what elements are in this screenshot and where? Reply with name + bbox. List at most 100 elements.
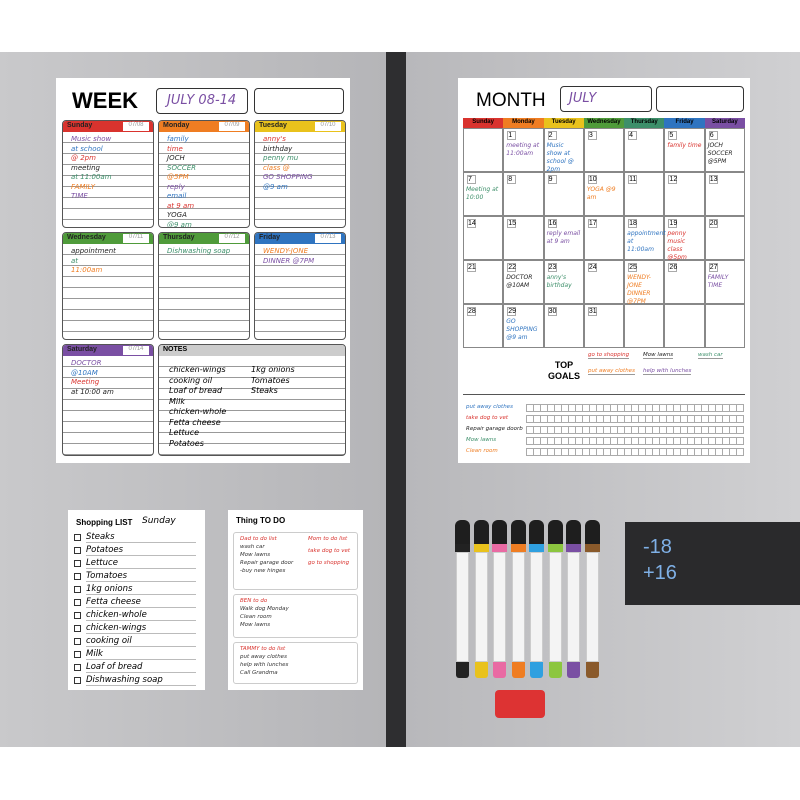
weekday-name: Friday (675, 119, 694, 125)
day-name: Thursday (163, 234, 195, 241)
number-magnet: -18 +16 (625, 522, 800, 605)
todo-item: Mom to do list (308, 536, 348, 542)
marker-barrel (585, 552, 599, 662)
marker-band (455, 544, 470, 552)
todo-item: TAMMY to do list (240, 646, 286, 652)
day-note: email (167, 192, 187, 200)
calendar-cell: 21 (463, 260, 504, 304)
day-box: Saturday 07/14 DOCTOR @10AM Meeting at 10:00 … (62, 344, 154, 456)
marker-set (455, 518, 610, 723)
day-header: Sunday 07/08 (63, 121, 153, 132)
day-note: DINNER @7PM (263, 256, 315, 265)
todo-item: put away clothes (240, 654, 287, 660)
marker-barrel (548, 552, 562, 662)
checkbox (74, 651, 81, 658)
habit-track (526, 448, 744, 456)
day-note: time (167, 144, 183, 153)
magnet-line: -18 (643, 536, 672, 558)
day-date: 07/14 (123, 346, 149, 355)
calendar-event: DOCTOR @10AM (506, 274, 533, 289)
checkbox (74, 664, 81, 671)
todo-item: Clean room (240, 614, 272, 620)
marker-end (530, 662, 543, 678)
magnet-line: +16 (643, 562, 677, 584)
day-date: 07/11 (123, 234, 149, 243)
goals-title: TOP GOALS (547, 360, 580, 381)
note-item: 1kg onions (251, 365, 295, 374)
note-item: Potatoes (169, 438, 204, 448)
note-item: chicken-wings (169, 365, 226, 374)
marker-barrel (530, 552, 543, 662)
shopping-item: Fetta cheese (86, 597, 196, 608)
calendar-cell: 14 (463, 216, 504, 260)
todo-item: Mow lawns (240, 622, 271, 628)
calendar-cell: 11 (624, 172, 665, 216)
day-note: JOCH (167, 154, 185, 162)
day-header: Saturday 07/14 (63, 345, 153, 356)
day-note: at 9 am (167, 201, 195, 210)
day-name: Wednesday (67, 234, 106, 241)
weekday-header: Thursday (624, 118, 665, 128)
day-note: @5PM (167, 173, 189, 181)
marker-cap (566, 520, 581, 546)
month-name: JULY (560, 86, 652, 112)
marker-cap (547, 520, 563, 546)
marker-band (566, 544, 581, 552)
date-number: 11 (628, 175, 638, 184)
month-planner: MONTH JULY Sunday Monday Tuesday Wednesday T… (458, 78, 750, 463)
todo-item: -buy new hinges (240, 568, 286, 574)
shopping-item: Loaf of bread (86, 662, 196, 673)
date-number: 21 (467, 263, 476, 272)
door-gap (386, 52, 406, 747)
calendar-cell: 29 (503, 304, 544, 348)
calendar-cell: 26 (664, 260, 705, 304)
day-note: @10AM (71, 368, 98, 377)
marker-cap (510, 520, 526, 546)
shopping-title: Shopping LIST (76, 518, 133, 527)
date-number: 14 (467, 219, 476, 228)
day-note: Music show (71, 135, 112, 143)
calendar-cell (664, 304, 705, 348)
todo-item: take dog to vet (308, 548, 351, 554)
weekday-name: Thursday (630, 119, 658, 125)
day-name: Sunday (67, 122, 93, 129)
calendar-event: FAMILY TIME (707, 274, 729, 289)
date-number: 29 (507, 307, 517, 316)
day-date: 07/13 (315, 234, 341, 243)
habit-name: Repair garage doorb (466, 426, 523, 432)
day-note: at school (71, 144, 103, 153)
weekday-header: Wednesday (583, 118, 625, 128)
day-note: TIME (71, 192, 88, 200)
calendar-cell: 30 (543, 304, 584, 348)
todo-item: BEN to do (240, 598, 268, 604)
day-name: Friday (259, 234, 281, 241)
day-note: Meeting (71, 378, 100, 386)
calendar-event: meeting at 11:00am (506, 142, 540, 157)
todo-item: help with lunches (240, 662, 289, 668)
goal-item: put away clothes (588, 368, 635, 375)
todo-item: Repair garage door (240, 560, 294, 566)
marker-end (474, 662, 488, 678)
calendar-cell: 3 (583, 128, 625, 172)
date-number: 24 (587, 263, 597, 272)
todo-section: Dad to do list wash car Mow lawns Repair ga… (233, 532, 358, 590)
note-item: cooking oil (169, 375, 213, 385)
date-number: 3 (587, 131, 597, 140)
habit-name: take dog to vet (466, 415, 509, 421)
marker-barrel (567, 552, 580, 662)
date-number: 26 (668, 263, 678, 272)
marker-cap (455, 520, 470, 546)
date-number: 5 (668, 131, 678, 140)
marker-barrel (456, 552, 469, 662)
checkbox (74, 586, 81, 593)
calendar-event: family time (667, 142, 702, 149)
calendar-cell: 17 (583, 216, 625, 260)
weekday-header: Friday (664, 118, 705, 128)
weekday-name: Monday (512, 119, 535, 125)
note-item: Milk (169, 396, 185, 406)
date-number: 15 (507, 219, 517, 228)
marker-band (529, 544, 544, 552)
date-number: 8 (507, 175, 517, 184)
note-item: Steaks (251, 386, 278, 395)
calendar-cell: 12 (664, 172, 705, 216)
